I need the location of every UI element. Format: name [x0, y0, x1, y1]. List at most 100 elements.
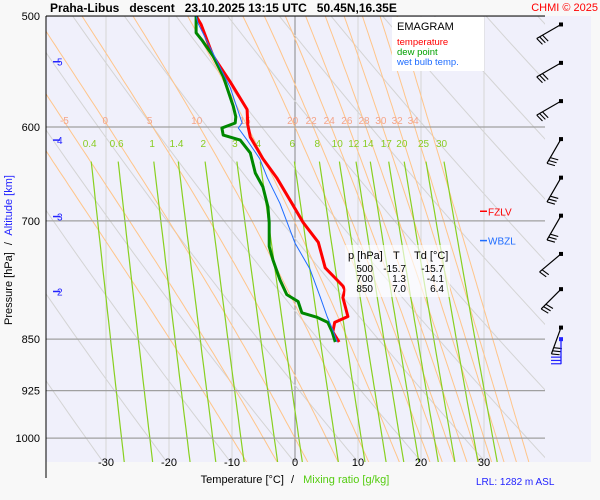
moist-adiabat-line — [396, 16, 530, 462]
wind-barb-tick — [536, 76, 543, 84]
pressure-tick-label: 925 — [22, 386, 40, 398]
wind-barb-tick — [548, 198, 557, 202]
wind-barb-staff — [546, 138, 562, 164]
legend-title: EMAGRAM — [397, 21, 454, 33]
temperature-tick-label: 0 — [292, 457, 298, 469]
series-dew-point-line — [194, 16, 337, 343]
y-axis-label-altitude: Altitude [km] — [3, 175, 15, 236]
dry-adiabat-line — [433, 16, 545, 140]
wind-barb-tick — [546, 201, 556, 205]
pressure-tick-label: 700 — [22, 216, 40, 228]
pressure-tick-label: 600 — [22, 122, 40, 134]
wind-barb-tick — [539, 74, 546, 82]
dry-adiabat-line — [381, 16, 545, 200]
wind-barb-staff — [546, 215, 562, 241]
dry-adiabat-line — [46, 51, 359, 462]
moist-adiabat-line — [46, 93, 278, 462]
moist-adiabat-line — [46, 149, 248, 462]
mixing-ratio-label: 0.6 — [110, 139, 124, 150]
mixing-ratio-line — [355, 161, 405, 462]
wind-barb-tick — [550, 157, 559, 161]
mixing-ratio-line — [236, 161, 279, 462]
wind-barb-staff — [536, 62, 562, 78]
mixing-ratio-label: 3 — [232, 139, 238, 150]
wind-barb-tick — [552, 350, 561, 353]
table-header-t: T — [393, 250, 400, 262]
series-wet-bulb-temp-line — [195, 16, 338, 343]
moist-adiabat-label: 15 — [240, 116, 252, 127]
mixing-ratio-label: 17 — [381, 139, 393, 150]
table-cell: -4.1 — [427, 274, 445, 285]
mixing-ratio-line — [403, 161, 456, 462]
mixing-ratio-label: 2 — [201, 139, 207, 150]
fzlv-label: FZLV — [488, 207, 512, 218]
moist-adiabat-line — [81, 16, 339, 462]
mixing-ratio-label: 8 — [315, 139, 321, 150]
pressure-tick-label: 850 — [22, 334, 40, 346]
dry-adiabat-line — [46, 379, 104, 462]
dry-adiabat-line — [46, 292, 168, 462]
mixing-ratio-line — [153, 161, 191, 462]
temperature-tick-label: -20 — [161, 457, 177, 469]
grid-labels: -5 0 5 10 15 20 22 24 26 28 30 32 340.4 0.6 1 1.4 2 3 4 6 8 1… — [60, 116, 448, 150]
x-axis-label-mixing-ratio: Mixing ratio [g/kg] — [303, 474, 389, 486]
levels-table-box — [345, 245, 450, 297]
mixing-ratio-label: 12 — [348, 139, 360, 150]
moist-adiabat-label: 34 — [408, 116, 420, 127]
temperature-tick-label: 20 — [415, 457, 427, 469]
temperature-tick-label: 30 — [478, 457, 490, 469]
table-cell: 1.3 — [392, 274, 406, 285]
moist-adiabat-label: 10 — [191, 116, 203, 127]
moist-adiabat-line — [46, 30, 309, 462]
mixing-ratio-label: 10 — [332, 139, 344, 150]
temperature-tick-label: -30 — [98, 457, 114, 469]
mixing-ratio-line — [388, 161, 439, 462]
wind-barb-tick — [550, 233, 559, 237]
moist-adiabat-line — [379, 16, 517, 462]
mixing-ratio-line — [90, 161, 125, 462]
mixing-ratio-line — [425, 161, 479, 462]
mixing-ratio-line — [318, 161, 366, 462]
series-temperature-line — [194, 16, 350, 343]
legend-wet-bulb: wet bulb temp. — [396, 57, 459, 68]
mixing-ratio-label: 14 — [363, 139, 375, 150]
x-axis-label: Temperature [°C] / Mixing ratio [g/kg] — [201, 474, 390, 486]
wind-barb-tick — [540, 308, 549, 314]
mixing-ratio-label: 0.4 — [83, 139, 97, 150]
altitude-tick-label: 3 — [57, 213, 63, 224]
mixing-ratio-label: 20 — [396, 139, 408, 150]
wind-barb-staff — [539, 253, 562, 273]
y-axis-label-separator: / — [3, 241, 15, 245]
grid-lines — [46, 16, 545, 462]
wind-barb-tick — [548, 236, 557, 240]
copyright: CHMI © 2025 — [531, 2, 598, 14]
mixing-ratio-line — [369, 161, 420, 462]
mixing-ratio-line — [204, 161, 245, 462]
table-cell: -15.7 — [421, 264, 444, 275]
legend-box — [392, 17, 484, 71]
moist-adiabat-label: 26 — [341, 116, 353, 127]
moist-adiabat-label: 30 — [375, 116, 387, 127]
moist-adiabat-label: 5 — [147, 116, 153, 127]
wind-barb-tick — [542, 73, 549, 80]
mixing-ratio-label: 1 — [149, 139, 155, 150]
mixing-ratio-line — [177, 161, 217, 462]
profile-series — [194, 16, 350, 343]
table-cell: 7.0 — [392, 284, 406, 295]
mixing-ratio-label: 4 — [255, 139, 261, 150]
wind-barb-staff — [536, 100, 562, 116]
wind-barb-tick — [539, 36, 546, 44]
table-cell: 6.4 — [430, 284, 444, 295]
temperature-tick-label: 10 — [352, 457, 364, 469]
y-axis-label-pressure: Pressure [hPa] — [3, 252, 15, 325]
altitude-tick-label: 5 — [57, 58, 63, 69]
wind-barb-tick — [541, 269, 550, 276]
chart-title: Praha-Libus descent 23.10.2025 13:15 UTC… — [50, 1, 397, 15]
moist-adiabat-line — [132, 16, 370, 462]
dry-adiabat-line — [46, 209, 231, 462]
wind-barb-tick — [548, 159, 557, 164]
legend-temperature: temperature — [397, 37, 448, 48]
